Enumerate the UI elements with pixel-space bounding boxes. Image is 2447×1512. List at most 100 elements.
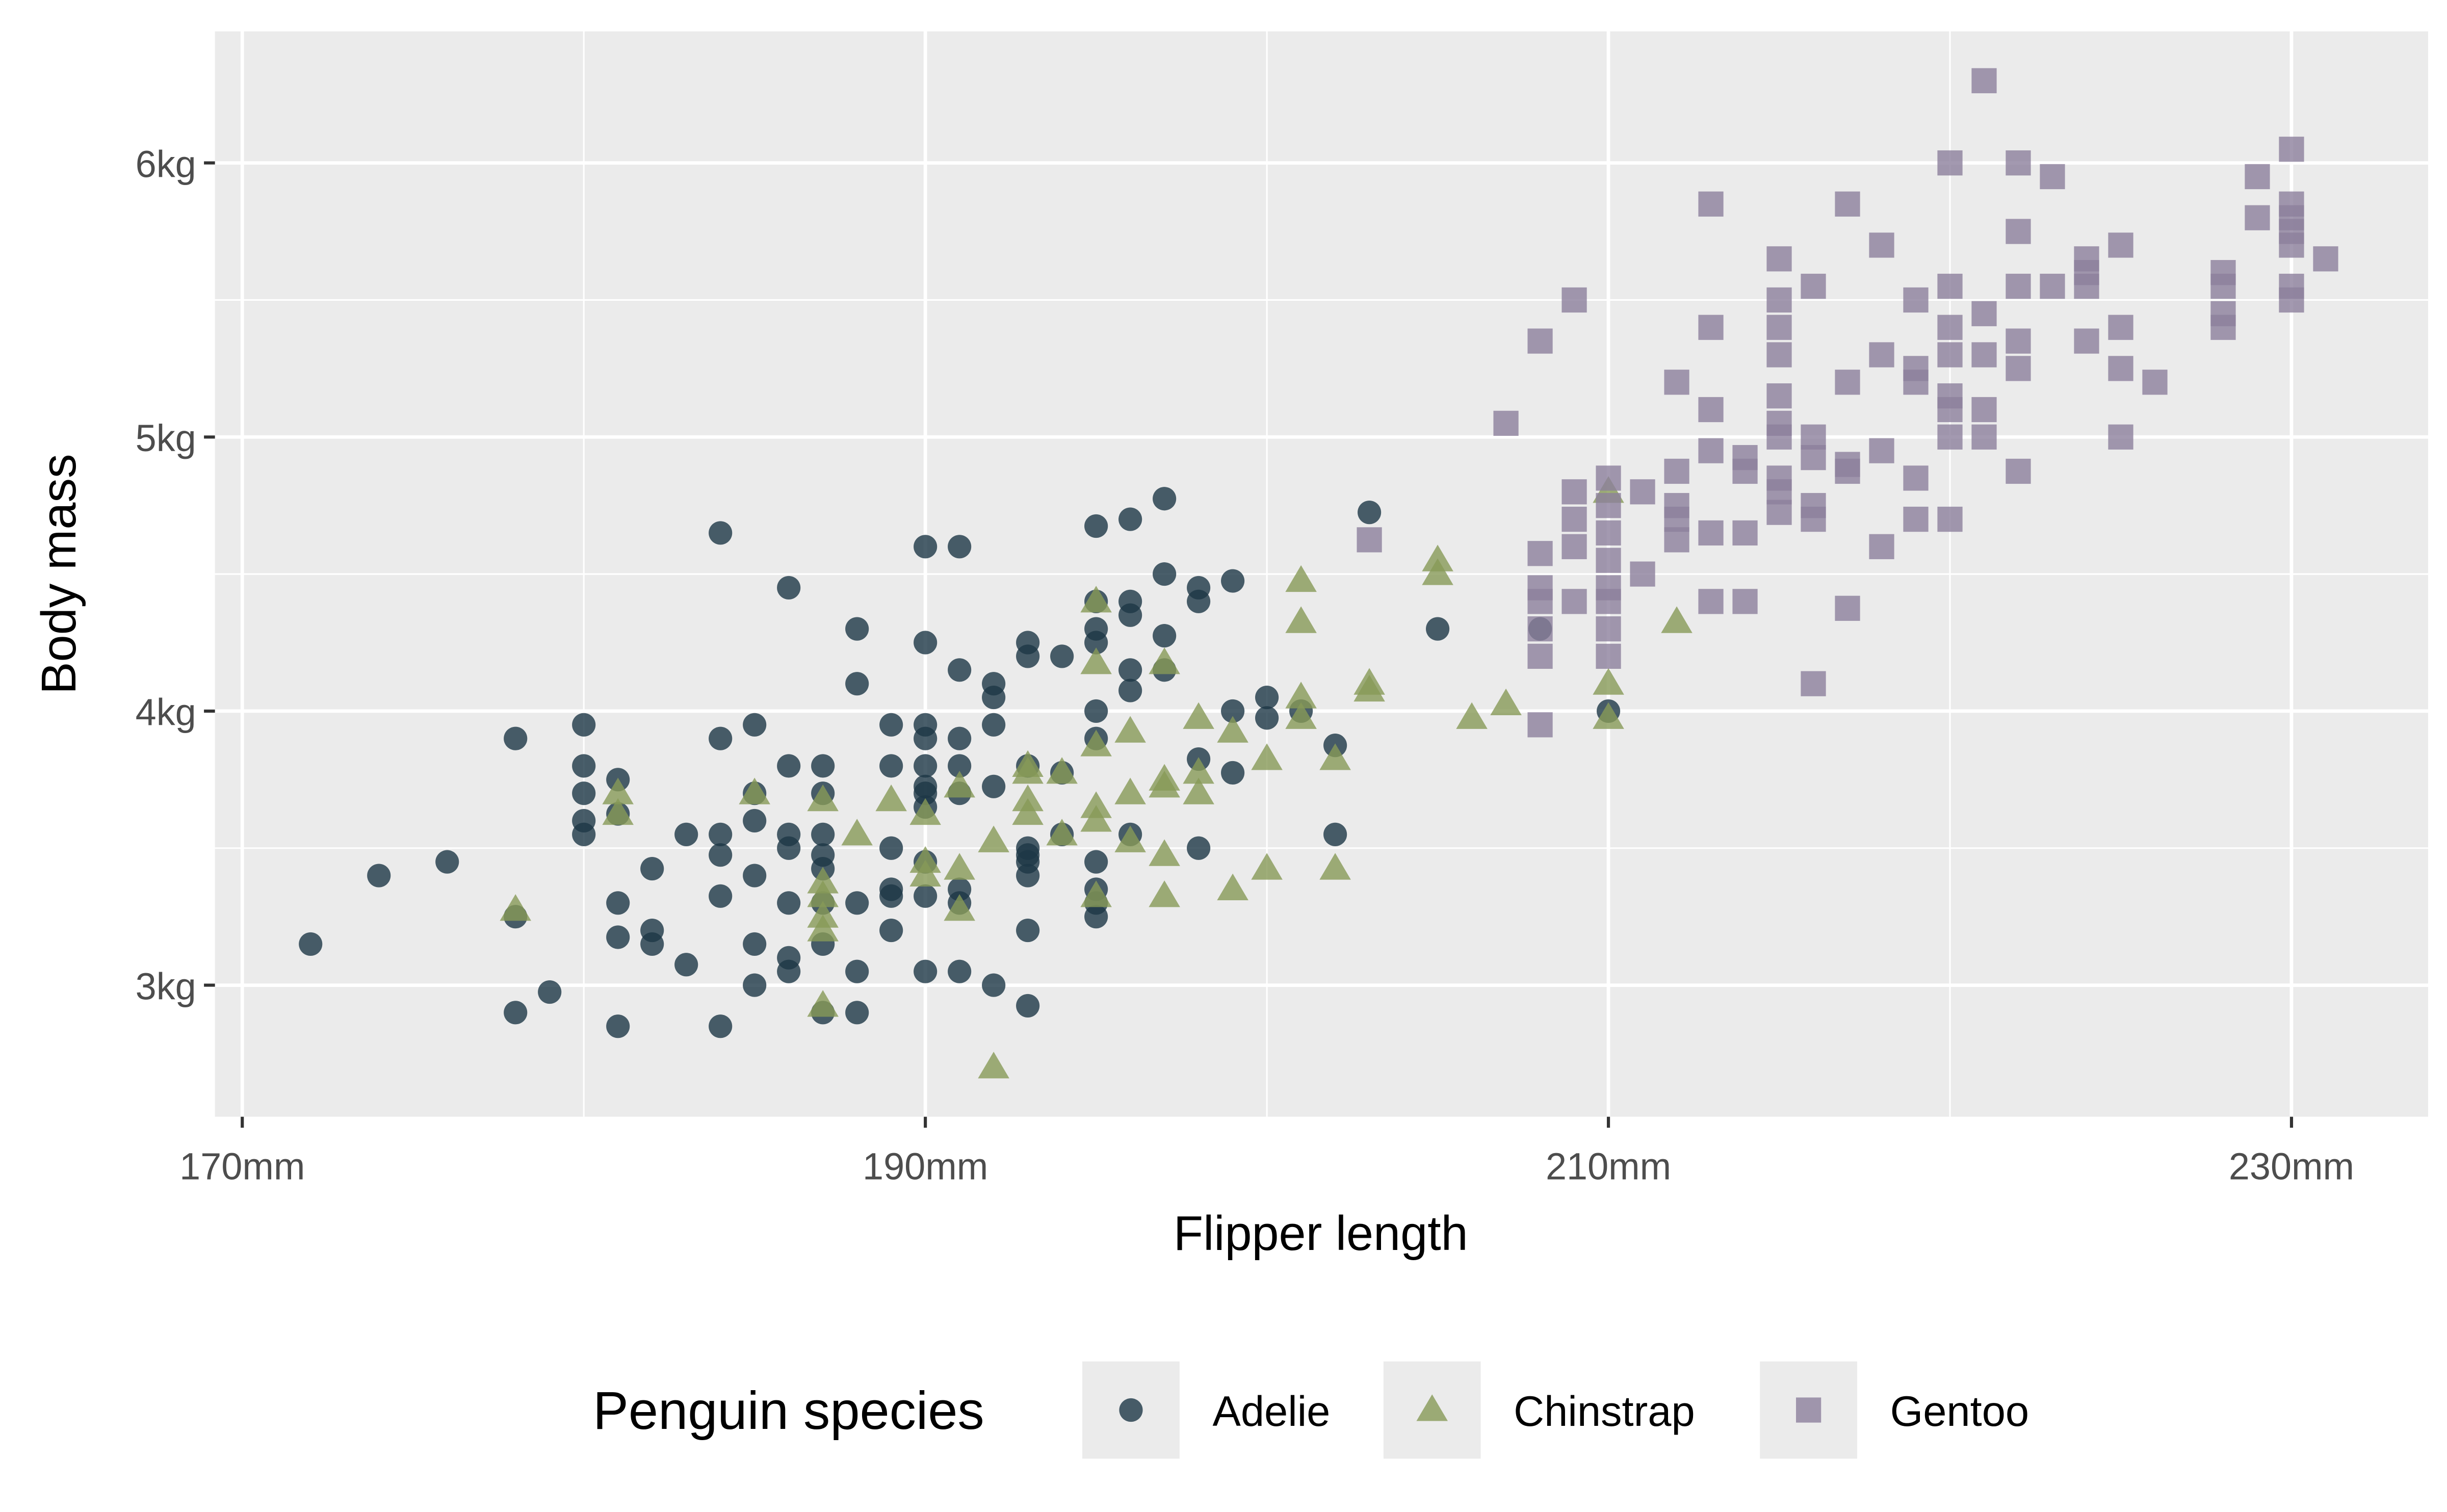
chinstrap-point [807,880,839,907]
adelie-point [811,754,835,778]
adelie-point [709,726,733,750]
gentoo-point [1698,397,1724,423]
adelie-point [572,781,596,805]
adelie-point [709,884,733,908]
gentoo-point [2142,370,2168,395]
gentoo-point [1937,342,1963,368]
gentoo-point [1971,342,1997,368]
gentoo-point [2108,356,2133,381]
gentoo-point [1903,506,1929,532]
chinstrap-point [807,867,839,894]
adelie-point [674,822,698,846]
adelie-point [1016,918,1040,943]
adelie-point [572,754,596,778]
adelie-point [948,754,972,778]
chinstrap-point [1080,729,1112,757]
adelie-point [1153,562,1177,586]
chinstrap-point [909,798,941,825]
adelie-point [1118,679,1142,702]
gentoo-point [1971,397,1997,423]
legend-label: Gentoo [1890,1388,2029,1435]
gentoo-point [1835,458,1860,484]
adelie-point [709,843,733,867]
gentoo-point [1664,370,1689,395]
adelie-point [1153,487,1177,511]
adelie-point [606,891,630,915]
adelie-point [914,754,938,778]
adelie-point [299,932,323,956]
gentoo-point [1835,191,1860,217]
gentoo-point [1801,671,1826,696]
y-tick-label: 3kg [136,965,196,1007]
adelie-point [1084,905,1108,929]
square-icon [1796,1397,1821,1423]
y-tick-label: 5kg [136,417,196,459]
gentoo-point [2245,164,2270,190]
adelie-point [982,973,1006,997]
gentoo-point [2108,315,2133,340]
gentoo-point [1596,493,1621,518]
chinstrap-point [1046,819,1078,846]
gentoo-point [2040,164,2065,190]
adelie-point [435,850,459,874]
adelie-point [914,884,938,908]
gentoo-point [1801,273,1826,299]
adelie-point [948,726,972,750]
adelie-point [982,685,1006,710]
chinstrap-point [807,784,839,812]
chinstrap-point [1046,757,1078,784]
adelie-point [982,713,1006,737]
legend-label: Chinstrap [1514,1388,1695,1435]
adelie-point [743,713,767,737]
gentoo-point [1937,424,1963,450]
adelie-point [709,521,733,545]
chinstrap-point [875,784,907,812]
chinstrap-point [1012,757,1044,784]
gentoo-point [1561,589,1587,614]
data-points [299,68,2338,1079]
chinstrap-point [1080,647,1112,674]
legend-label: Adelie [1212,1388,1330,1435]
gentoo-point [1596,548,1621,573]
gentoo-point [1937,315,1963,340]
gentoo-point [2279,137,2304,162]
gentoo-point [1527,712,1553,738]
legend-item-adelie: Adelie [1082,1361,1330,1459]
chinstrap-point [1285,565,1317,592]
legend-title: Penguin species [593,1381,984,1441]
adelie-point [1118,603,1142,627]
gentoo-point [1698,191,1724,217]
axes: 170mm 190mm 210mm 230mm 3kg 4kg 5kg 6kg [136,143,2354,1187]
adelie-point [1255,706,1279,730]
adelie-point [1050,644,1074,668]
gentoo-point [1903,287,1929,313]
adelie-point [914,631,938,655]
adelie-point [640,857,664,881]
gentoo-point [2006,356,2031,381]
gentoo-point [1561,287,1587,313]
chinstrap-point [1353,674,1385,702]
gentoo-point [1766,424,1792,450]
x-tick-label: 190mm [863,1145,988,1188]
gentoo-point [2313,246,2338,272]
gentoo-point [2108,424,2133,450]
adelie-point [743,973,767,997]
adelie-point [743,864,767,888]
gentoo-point [1357,527,1382,553]
chinstrap-point [1319,743,1351,770]
adelie-point [1153,623,1177,648]
adelie-point [674,953,698,977]
gentoo-point [1971,301,1997,326]
gentoo-point [1698,589,1724,614]
gentoo-point [1937,397,1963,423]
chinstrap-point [1251,743,1283,770]
adelie-point [709,1014,733,1038]
chinstrap-point [909,846,941,873]
adelie-point [1221,569,1245,593]
gentoo-point [1596,465,1621,491]
chinstrap-point [1114,825,1146,852]
adelie-point [879,713,903,737]
adelie-point [1084,514,1108,538]
adelie-point [879,754,903,778]
adelie-point [879,918,903,943]
